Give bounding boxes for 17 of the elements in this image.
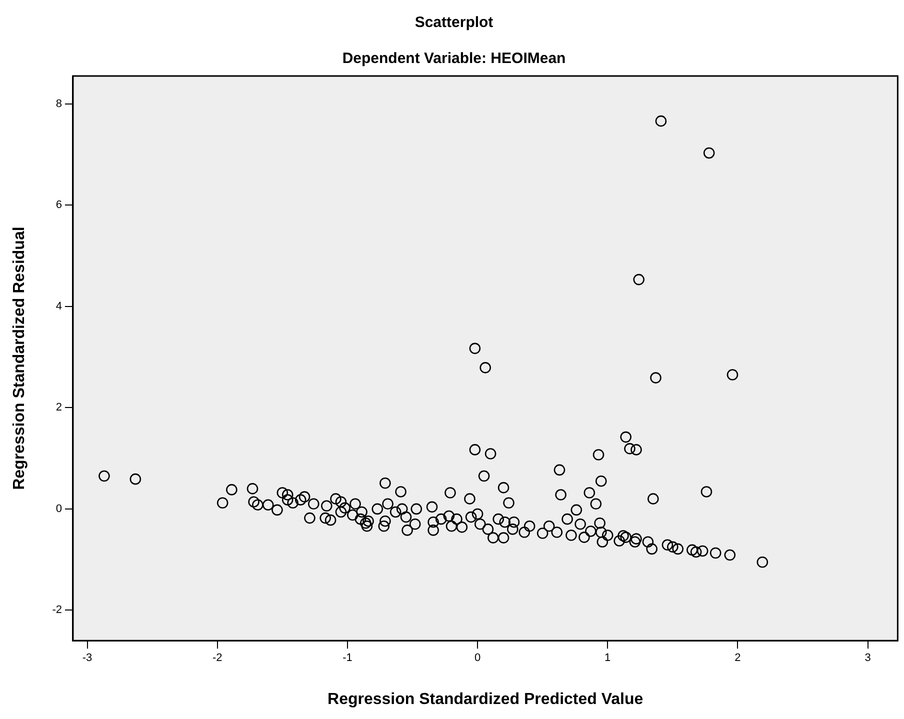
y-tick-label: 6 xyxy=(56,199,62,212)
chart-title: Scatterplot xyxy=(414,14,494,32)
y-tick-label: 2 xyxy=(56,402,62,414)
y-tick-label: 0 xyxy=(56,502,62,515)
x-tick-label: 3 xyxy=(864,652,871,664)
y-tick-label: -2 xyxy=(52,604,62,616)
x-tick-label: 0 xyxy=(474,652,481,664)
y-tick-label: 4 xyxy=(56,300,62,312)
x-axis-title: Regression Standardized Predicted Value xyxy=(328,690,644,708)
x-tick-label: -3 xyxy=(82,652,92,664)
x-tick-label: 1 xyxy=(604,652,611,664)
x-tick-label: -2 xyxy=(212,652,222,664)
chart-subtitle: Dependent Variable: HEOIMean xyxy=(342,50,566,68)
x-tick-label: 2 xyxy=(734,652,741,664)
x-tick-label: -1 xyxy=(342,652,352,664)
y-tick-label: 8 xyxy=(56,98,62,110)
y-axis-title: Regression Standardized Residual xyxy=(11,226,28,490)
